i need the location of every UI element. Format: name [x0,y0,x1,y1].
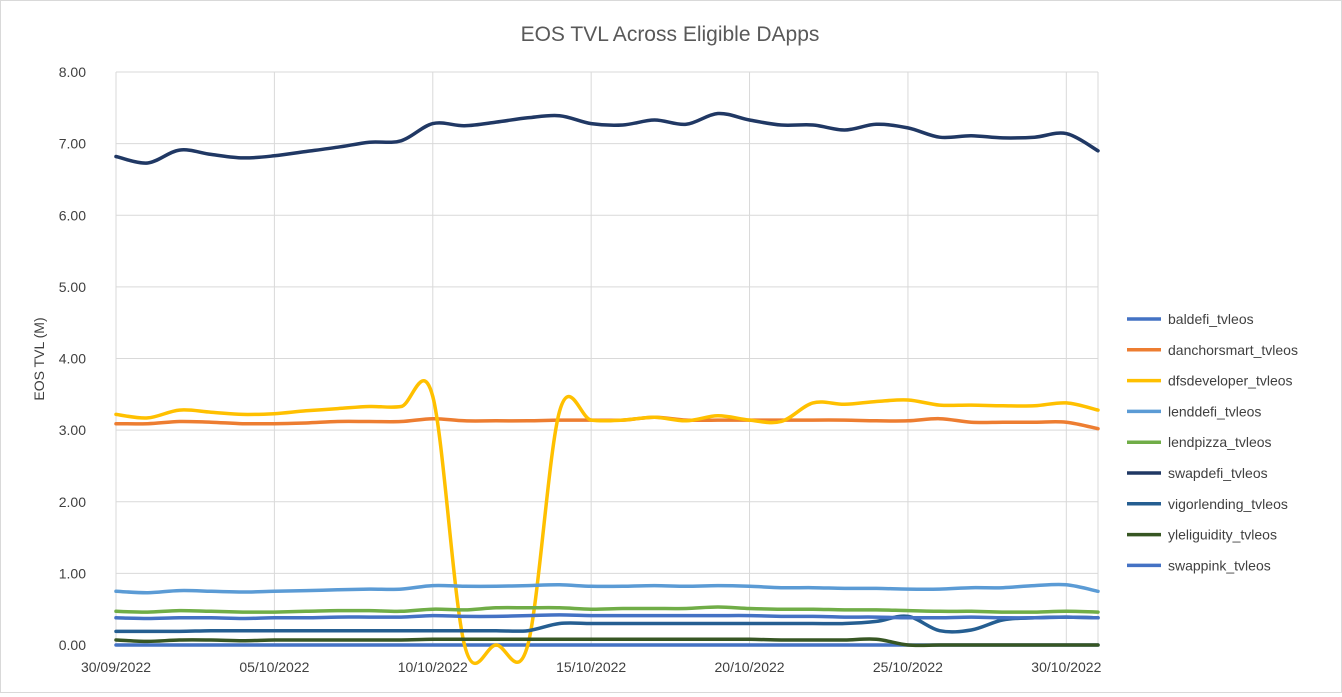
y-tick-label: 1.00 [59,565,86,581]
series-lines [114,111,1100,666]
y-tick-label: 5.00 [59,279,86,295]
y-tick-label: 6.00 [59,207,86,223]
legend-label: vigorlending_tvleos [1168,496,1288,512]
legend-label: dfsdeveloper_tvleos [1168,373,1293,389]
x-tick-label: 25/10/2022 [873,659,943,675]
x-tick-labels: 30/09/2022 05/10/2022 10/10/2022 15/10/2022… [81,659,1102,675]
y-axis-label: EOS TVL (M) [31,317,47,400]
legend-label: swappink_tvleos [1168,557,1271,573]
series-line-yleliguidity_tvleos [114,637,1100,648]
series-line-dfsdeveloper_tvleos [114,379,1100,666]
x-tick-label: 20/10/2022 [715,659,785,675]
x-tick-label: 10/10/2022 [398,659,468,675]
legend-label: lenddefi_tvleos [1168,403,1261,419]
y-tick-labels: 0.00 1.00 2.00 3.00 4.00 5.00 6.00 7.00 8.00 [59,64,86,653]
x-tick-label: 15/10/2022 [556,659,626,675]
legend: baldefi_tvleos danchorsmart_tvleosdfsdeve… [1127,311,1298,573]
legend-label: lendpizza_tvleos [1168,434,1272,450]
chart-title: EOS TVL Across Eligible DApps [521,23,820,46]
legend-label: yleliguidity_tvleos [1168,527,1277,543]
y-tick-label: 7.00 [59,136,86,152]
series-line-lenddefi_tvleos [114,582,1100,595]
x-tick-label: 30/09/2022 [81,659,151,675]
x-tick-label: 30/10/2022 [1031,659,1101,675]
series-line-swapdefi_tvleos [114,111,1100,165]
legend-label: swapdefi_tvleos [1168,465,1268,481]
y-tick-label: 8.00 [59,64,86,80]
series-line-lendpizza_tvleos [114,605,1100,614]
y-tick-label: 3.00 [59,422,86,438]
y-tick-label: 2.00 [59,494,86,510]
series-line-vigorlending_tvleos [114,614,1100,634]
series-line-danchorsmart_tvleos [114,415,1100,431]
x-tick-label: 05/10/2022 [239,659,309,675]
y-tick-label: 4.00 [59,351,86,367]
legend-label: baldefi_tvleos [1168,311,1254,327]
y-tick-label: 0.00 [59,637,86,653]
grid-lines [115,71,1099,646]
legend-label: danchorsmart_tvleos [1168,342,1298,358]
series-line-swappink_tvleos [114,613,1100,621]
